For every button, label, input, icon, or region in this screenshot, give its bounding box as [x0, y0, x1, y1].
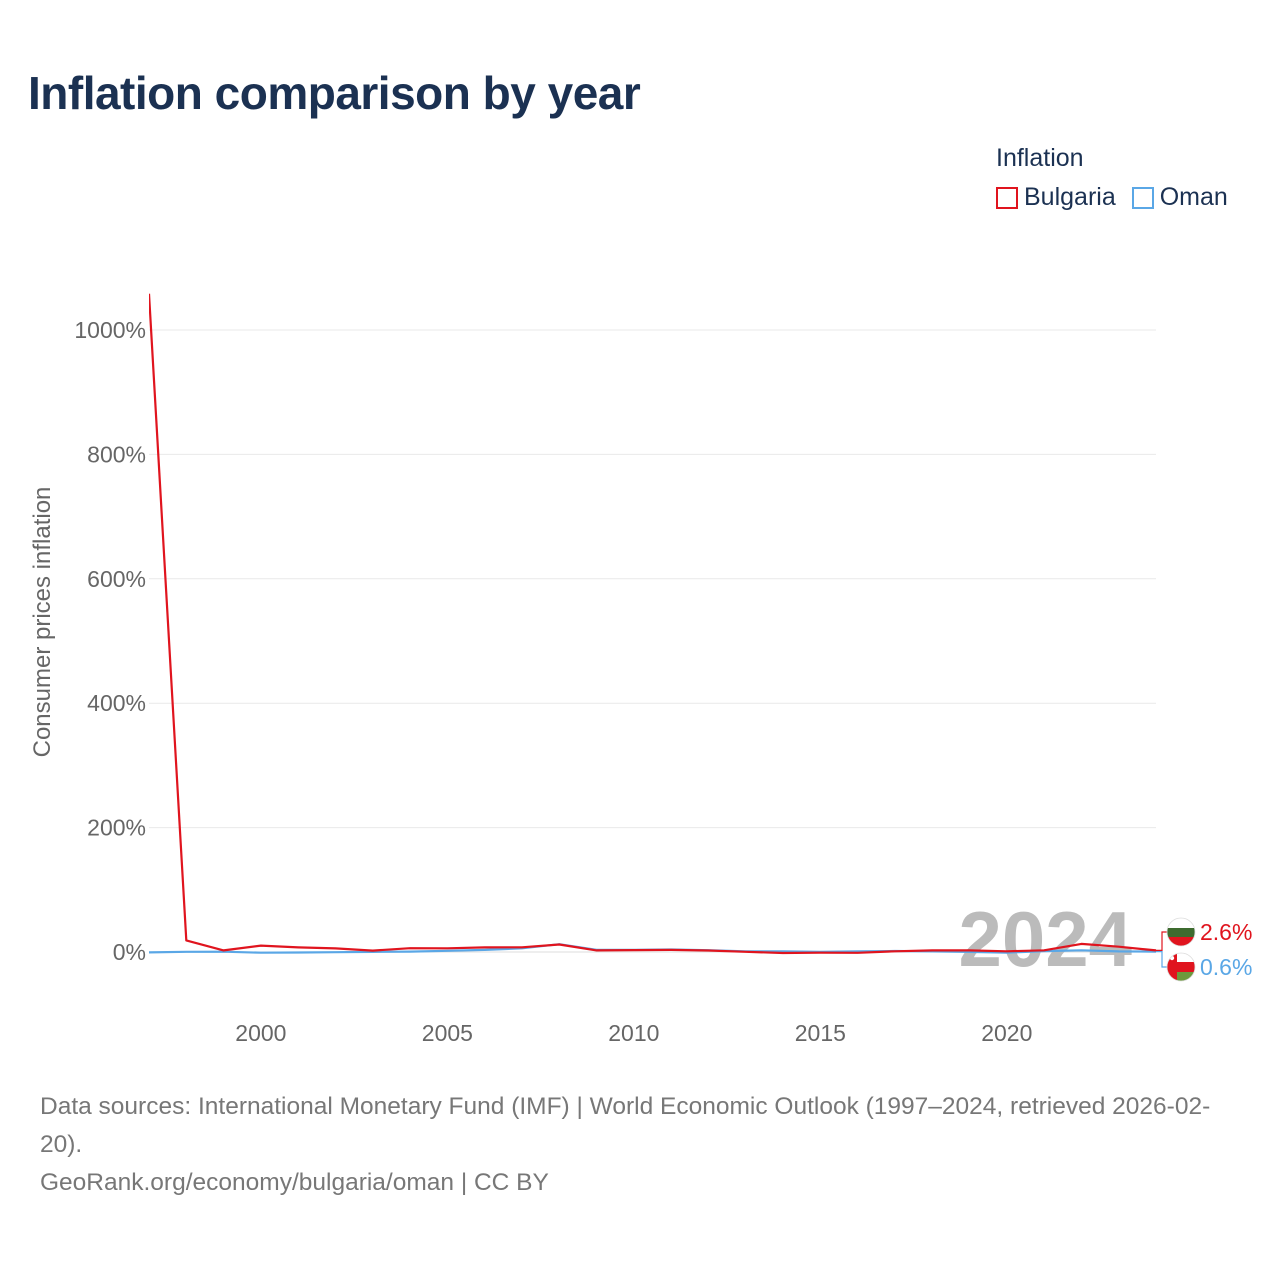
- legend-label-bulgaria: Bulgaria: [1024, 183, 1116, 211]
- footer: Data sources: International Monetary Fun…: [40, 1088, 1250, 1202]
- legend-swatch-oman: [1131, 186, 1154, 209]
- end-labels: 2.6% 0.6%: [1156, 917, 1252, 982]
- oman-flag-icon: [1166, 952, 1196, 982]
- x-tick-label: 2015: [795, 1020, 846, 1046]
- y-tick-label: 200%: [87, 815, 146, 841]
- y-tick-label: 800%: [87, 441, 146, 467]
- x-tick-label: 2000: [235, 1020, 286, 1046]
- y-tick-label: 0%: [113, 939, 146, 965]
- legend-title: Inflation: [996, 144, 1084, 172]
- legend: Inflation Bulgaria Oman: [996, 144, 1228, 212]
- year-watermark: 2024: [958, 895, 1132, 983]
- series-lines: [149, 293, 1157, 955]
- legend-label-oman: Oman: [1159, 183, 1228, 211]
- line-chart: 0% 200% 400% 600% 800% 1000% 2000 2005 2010 2015…: [29, 293, 1252, 1046]
- x-axis-ticks: 2000 2005 2010 2015 2020: [235, 1020, 1032, 1046]
- bulgaria-flag-icon: [1166, 917, 1196, 947]
- end-connector-oman: [1156, 951, 1170, 968]
- chart-title: Inflation comparison by year: [28, 67, 641, 119]
- end-label-oman: 0.6%: [1200, 954, 1252, 980]
- legend-swatch-bulgaria: [996, 186, 1018, 209]
- y-tick-label: 600%: [87, 566, 146, 592]
- x-tick-label: 2005: [422, 1020, 473, 1046]
- y-tick-label: 400%: [87, 690, 146, 716]
- x-tick-label: 2010: [608, 1020, 659, 1046]
- grid-lines: [149, 329, 1156, 953]
- credit-link[interactable]: GeoRank.org/economy/bulgaria/oman | CC B…: [40, 1169, 549, 1196]
- y-axis-label: Consumer prices inflation: [29, 487, 56, 758]
- legend-item-bulgaria[interactable]: Bulgaria: [996, 183, 1116, 212]
- y-axis-ticks: 0% 200% 400% 600% 800% 1000%: [74, 317, 146, 965]
- series-line-bulgaria[interactable]: [149, 293, 1157, 955]
- end-label-bulgaria: 2.6%: [1200, 919, 1252, 945]
- legend-item-oman[interactable]: Oman: [1131, 183, 1228, 212]
- y-tick-label: 1000%: [74, 317, 146, 343]
- x-tick-label: 2020: [981, 1020, 1032, 1046]
- data-sources: Data sources: International Monetary Fun…: [40, 1093, 1211, 1158]
- end-connector-bulgaria: [1156, 931, 1170, 951]
